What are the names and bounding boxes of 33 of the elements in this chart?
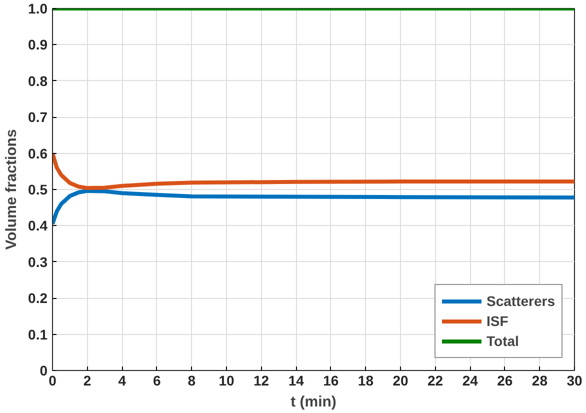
x-tick-label: 2 xyxy=(83,372,92,388)
x-tick-label: 18 xyxy=(358,372,374,388)
y-tick-label: 0.9 xyxy=(28,36,48,53)
x-tick-label: 12 xyxy=(254,372,270,388)
y-tick-label: 1.0 xyxy=(28,0,48,16)
y-tick-label: 0.6 xyxy=(28,145,48,162)
y-tick-label: 0.1 xyxy=(28,326,48,342)
x-tick-label: 28 xyxy=(532,372,548,388)
x-tick-label: 10 xyxy=(218,372,234,388)
x-tick-label: 8 xyxy=(188,372,196,388)
legend-label: ISF xyxy=(486,313,508,329)
y-tick-label: 0.5 xyxy=(28,182,48,198)
y-tick-label: 0.7 xyxy=(28,109,48,126)
x-tick-label: 6 xyxy=(153,372,162,388)
line-series xyxy=(52,188,574,226)
y-tick-label: 0.8 xyxy=(28,72,48,89)
x-tick-label: 4 xyxy=(118,372,126,388)
y-axis-title: Volume fractions xyxy=(3,129,20,250)
line-series xyxy=(52,151,574,190)
y-tick-label: 0.3 xyxy=(28,254,48,270)
x-tick-label: 14 xyxy=(288,372,304,388)
y-tick-label: 0 xyxy=(40,362,48,378)
x-tick-label: 26 xyxy=(497,372,513,388)
legend-label: Total xyxy=(486,333,519,349)
y-tick-label: 0.2 xyxy=(28,290,48,306)
x-tick-label: 16 xyxy=(323,372,339,388)
x-tick-label: 22 xyxy=(428,372,444,388)
x-axis-title: t (min) xyxy=(290,394,336,410)
x-tick-label: 30 xyxy=(566,372,582,388)
y-tick-label: 0.4 xyxy=(28,218,48,234)
x-tick-label: 24 xyxy=(462,372,478,388)
x-tick-label: 20 xyxy=(392,372,408,388)
legend-label: Scatterers xyxy=(486,293,555,309)
